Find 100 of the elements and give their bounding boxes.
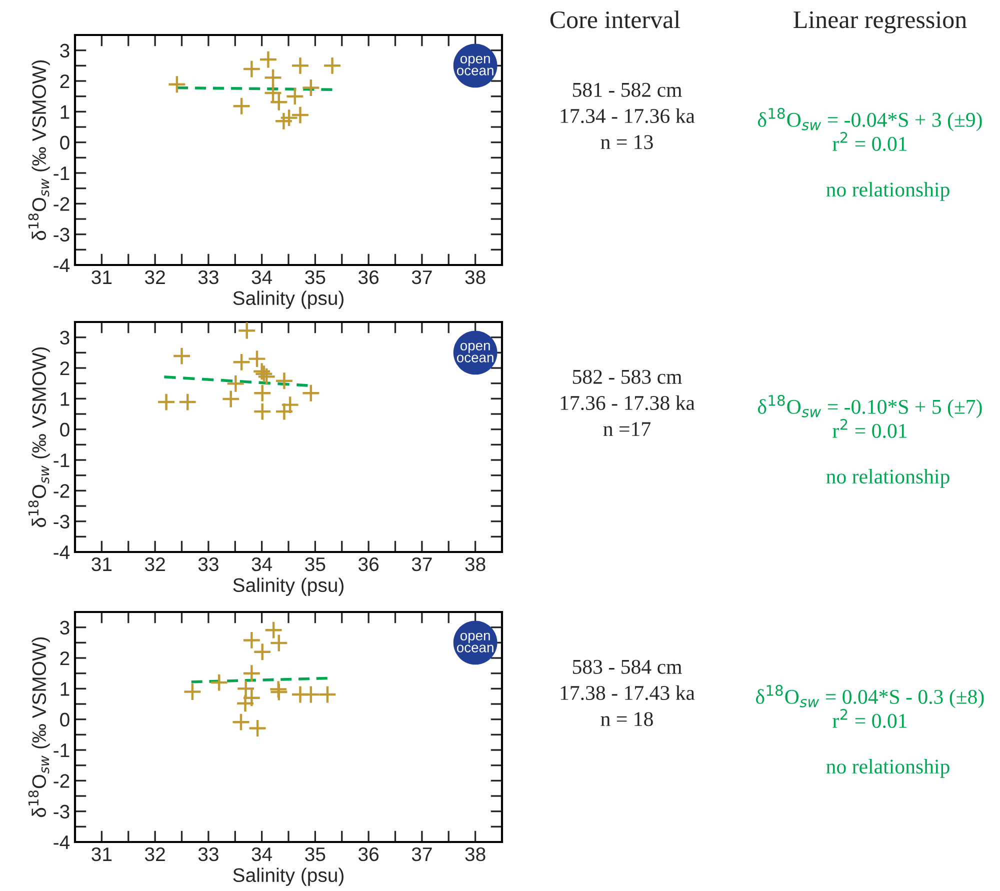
x-tick-label: 37 [412, 847, 432, 862]
point [222, 390, 240, 408]
x-axis-title: Salinity (psu) [233, 868, 344, 886]
x-tick-label: 34 [252, 847, 272, 862]
point [168, 75, 186, 94]
text: δ$^{18}$O$_{sw}$ = 0.04*S - 0.3 (±8) r$^{2}$ = 0.01 [756, 684, 984, 728]
text: 583 - 584 cm 17.38 - 17.43 ka n = 18 [560, 660, 695, 726]
y-tick-label: -1 [54, 454, 70, 468]
y-tick-label: -3 [54, 804, 70, 819]
text: no relationship [826, 468, 950, 488]
point [238, 322, 256, 340]
point [248, 718, 267, 738]
x-tick-label: 35 [305, 270, 326, 284]
x-tick-label: 36 [358, 847, 379, 862]
point [242, 630, 261, 650]
x-tick-label: 32 [144, 557, 165, 572]
y-tick-label: -4 [54, 836, 70, 850]
y-tick-label: -2 [54, 197, 70, 211]
y-tick-label: 2 [60, 74, 70, 88]
y-tick-label: 0 [60, 136, 70, 150]
text: δ$^{18}$O$_{sw}$ = -0.04*S + 3 (±9) r$^{2}$ = 0.01 [758, 108, 982, 151]
point [248, 349, 266, 368]
point [302, 685, 320, 704]
y-tick-label: 3 [60, 330, 70, 345]
point [264, 68, 282, 87]
text: 582 - 583 cm 17.36 - 17.38 ka n =17 [560, 370, 695, 436]
y-tick-label: 2 [60, 651, 70, 666]
text: no relationship [826, 758, 950, 778]
point [290, 56, 310, 75]
series-label: open ocean [456, 632, 494, 652]
y-axis-title: δ$^{18}$O$_{sw}$ (‰ VSMOW) [28, 60, 50, 240]
x-tick-label: 32 [144, 270, 165, 284]
point [269, 680, 288, 699]
y-tick-label: -3 [54, 228, 70, 242]
point [242, 664, 261, 683]
y-axis-title: δ$^{18}$O$_{sw}$ (‰ VSMOW) [28, 637, 50, 818]
y-tick-label: 1 [60, 392, 70, 406]
text: 581 - 582 cm 17.34 - 17.36 ka n = 13 [560, 82, 695, 150]
x-tick-label: 35 [305, 847, 326, 862]
point [226, 374, 245, 393]
text: δ$^{18}$O$_{sw}$ = -0.10*S + 5 (±7) r$^{2}$ = 0.01 [758, 394, 982, 438]
point [183, 682, 202, 702]
point [280, 108, 298, 128]
y-tick-label: 1 [60, 105, 70, 119]
x-tick-label: 33 [198, 557, 218, 572]
point [156, 392, 176, 412]
x-tick-label: 32 [144, 847, 165, 862]
x-tick-label: 31 [92, 847, 112, 862]
y-tick-label: 0 [60, 422, 70, 437]
x-tick-label: 36 [358, 557, 379, 572]
x-tick-label: 38 [465, 270, 486, 284]
x-tick-label: 34 [252, 270, 272, 284]
point [232, 352, 251, 372]
x-tick-label: 38 [465, 557, 486, 572]
point [274, 372, 294, 390]
point [236, 679, 256, 698]
x-tick-label: 33 [198, 270, 218, 284]
y-tick-label: 0 [60, 712, 70, 727]
point [302, 384, 320, 402]
point [258, 50, 278, 69]
point [302, 78, 320, 98]
point [264, 620, 283, 640]
text: Linear regression [794, 11, 967, 34]
point [270, 682, 288, 702]
x-tick-label: 33 [198, 847, 218, 862]
y-tick-label: -1 [54, 744, 70, 758]
x-tick-label: 31 [92, 557, 112, 572]
point [270, 92, 288, 112]
y-tick-label: -4 [54, 546, 70, 560]
point [210, 673, 228, 692]
point [286, 87, 304, 106]
y-axis-title: δ$^{18}$O$_{sw}$ (‰ VSMOW) [28, 347, 50, 528]
point [232, 712, 250, 732]
y-tick-label: -3 [54, 514, 70, 529]
x-axis-title: Salinity (psu) [233, 578, 344, 596]
y-tick-label: -2 [54, 484, 70, 498]
point [172, 346, 192, 366]
text: Core interval [550, 10, 680, 28]
text: no relationship [826, 182, 950, 201]
point [178, 392, 197, 412]
point [318, 685, 337, 704]
x-tick-label: 35 [305, 557, 326, 572]
point [253, 642, 272, 662]
y-tick-label: 3 [60, 44, 70, 58]
point [232, 96, 251, 116]
x-tick-label: 37 [412, 557, 432, 572]
x-tick-label: 31 [92, 270, 112, 284]
point [253, 384, 272, 402]
y-tick-label: -1 [54, 166, 70, 180]
y-tick-label: 1 [60, 682, 70, 696]
point [274, 112, 294, 130]
x-tick-label: 36 [358, 270, 379, 284]
point [264, 84, 282, 102]
x-tick-label: 38 [465, 847, 486, 862]
point [290, 106, 310, 124]
y-tick-label: 2 [60, 361, 70, 376]
y-tick-label: 3 [60, 620, 70, 635]
series-label: open ocean [456, 56, 494, 76]
y-tick-label: -2 [54, 774, 70, 788]
x-tick-label: 34 [252, 557, 272, 572]
